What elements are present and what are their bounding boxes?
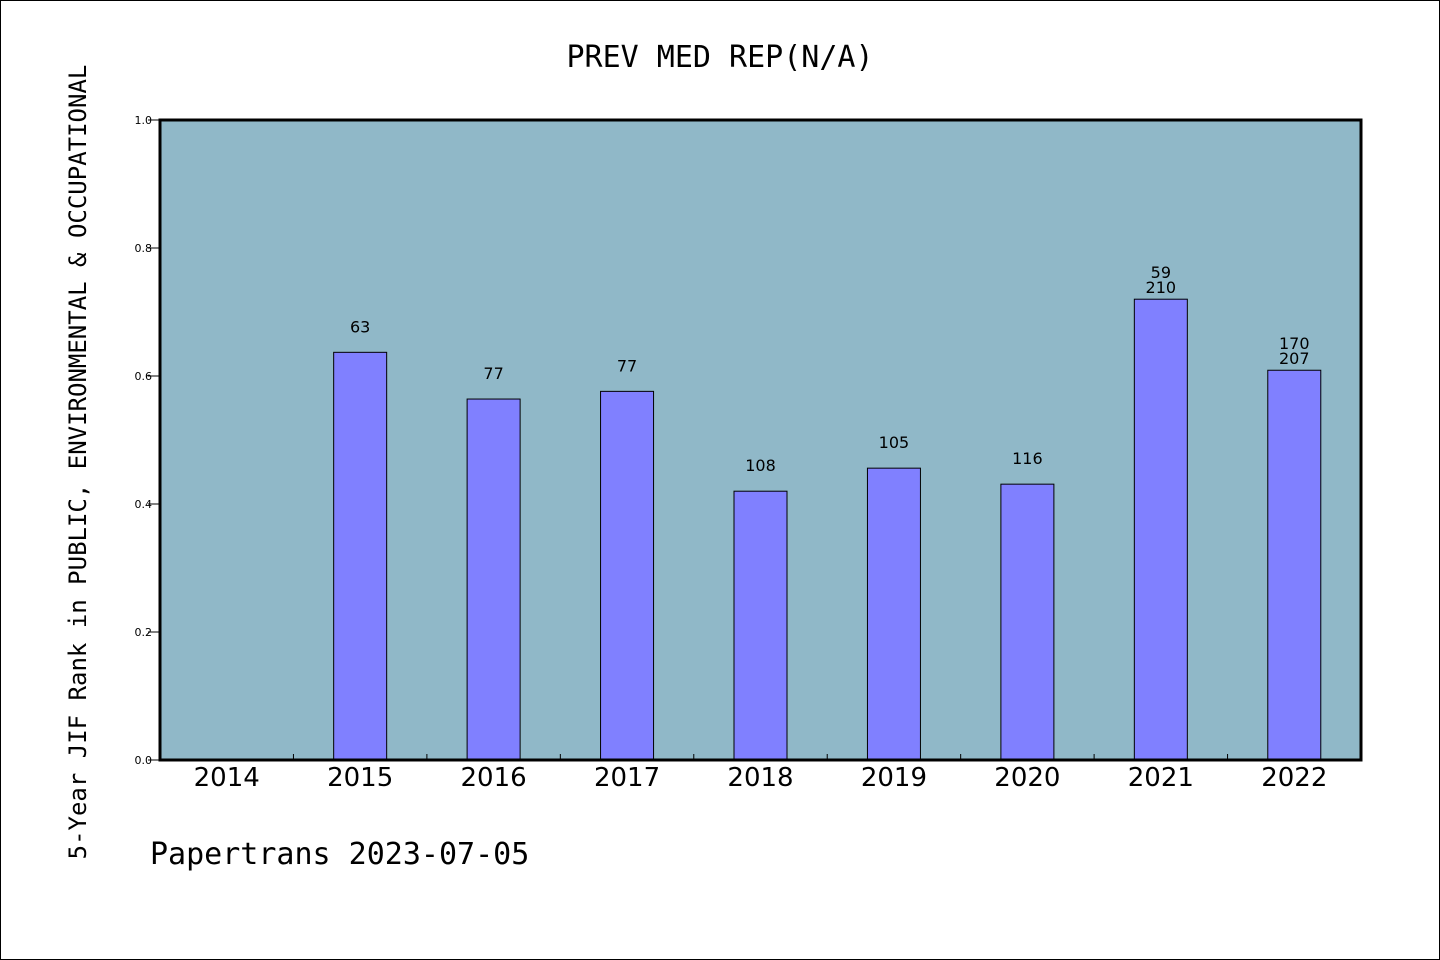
bar-data-label: 108 — [745, 456, 776, 475]
x-tick-label: 2020 — [994, 763, 1060, 793]
bar — [333, 351, 388, 761]
y-tick-label: 0.6 — [135, 370, 153, 383]
y-tick-label: 0.4 — [135, 498, 153, 511]
bar-data-label: 59 — [1151, 263, 1171, 282]
bar — [733, 490, 788, 761]
footer-credit: Papertrans 2023-07-05 — [150, 837, 529, 872]
x-tick-label: 2018 — [727, 763, 793, 793]
plot-border — [158, 118, 1363, 762]
bar-data-label: 63 — [350, 317, 370, 336]
y-axis-label: 5-Year JIF Rank in PUBLIC, ENVIRONMENTAL… — [64, 65, 92, 860]
y-tick-label: 0.0 — [135, 754, 153, 767]
x-tick-label: 2017 — [594, 763, 660, 793]
x-tick-label: 2022 — [1261, 763, 1327, 793]
x-tick-label: 2014 — [194, 763, 260, 793]
bar-data-label: 77 — [483, 364, 503, 383]
y-axis: 0.0 0.2 0.4 0.6 0.8 1.0 — [135, 114, 160, 767]
bar — [600, 390, 655, 761]
y-tick-label: 0.2 — [135, 626, 153, 639]
x-tick-label: 2021 — [1128, 763, 1194, 793]
bar — [466, 398, 521, 761]
bar-data-label: 116 — [1012, 449, 1043, 468]
bar-data-label: 207 — [1279, 349, 1310, 368]
bar — [1000, 483, 1055, 761]
chart-title: PREV MED REP(N/A) — [566, 40, 873, 75]
x-axis: 2014 2015 2016 2017 2018 2019 2020 2021 2022 — [194, 754, 1327, 793]
bar-data-label: 170 — [1279, 334, 1310, 353]
bar — [866, 467, 921, 761]
x-tick-label: 2015 — [327, 763, 393, 793]
bar — [1267, 369, 1322, 761]
y-tick-label: 1.0 — [135, 114, 153, 127]
bars — [333, 298, 1322, 761]
bar-data-label: 105 — [879, 433, 910, 452]
bar-data-label: 77 — [617, 356, 637, 375]
y-tick-label: 0.8 — [135, 242, 153, 255]
bar-data-label: 210 — [1146, 278, 1177, 297]
bar — [1133, 298, 1188, 761]
x-tick-label: 2019 — [861, 763, 927, 793]
x-tick-label: 2016 — [461, 763, 527, 793]
